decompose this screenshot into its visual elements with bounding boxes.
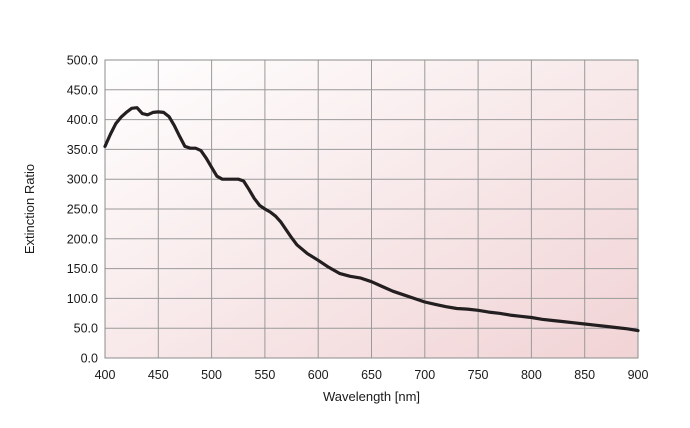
x-tick-label: 750 — [468, 368, 489, 382]
y-tick-label: 500.0 — [67, 54, 98, 68]
x-tick-label: 850 — [574, 368, 595, 382]
x-axis-ticks: 400 450 500 550 600 650 700 750 800 850 900 — [95, 368, 649, 382]
y-tick-label: 250.0 — [67, 203, 98, 217]
x-tick-label: 800 — [521, 368, 542, 382]
x-tick-label: 500 — [201, 368, 222, 382]
series-line — [103, 106, 640, 333]
y-tick-label: 50.0 — [74, 322, 98, 336]
y-tick-label: 350.0 — [67, 143, 98, 157]
x-tick-label: 550 — [254, 368, 275, 382]
x-tick-label: 600 — [308, 368, 329, 382]
y-tick-label: 400.0 — [67, 113, 98, 127]
y-tick-label: 0.0 — [81, 352, 98, 366]
x-tick-label: 450 — [148, 368, 169, 382]
y-tick-label: 100.0 — [67, 292, 98, 306]
y-tick-label: 450.0 — [67, 83, 98, 97]
x-axis-label: Wavelength [nm] — [323, 389, 420, 404]
plot-frame — [104, 59, 639, 359]
x-tick-label: 650 — [361, 368, 382, 382]
x-tick-label: 400 — [95, 368, 116, 382]
y-axis-ticks: 0.0 50.0 100.0 150.0 200.0 250.0 300.0 350.0 400… — [67, 54, 98, 366]
y-tick-label: 150.0 — [67, 262, 98, 276]
x-tick-label: 900 — [628, 368, 649, 382]
x-tick-label: 700 — [414, 368, 435, 382]
y-tick-label: 200.0 — [67, 232, 98, 246]
y-axis-label: Extinction Ratio — [22, 164, 37, 254]
y-tick-label: 300.0 — [67, 173, 98, 187]
